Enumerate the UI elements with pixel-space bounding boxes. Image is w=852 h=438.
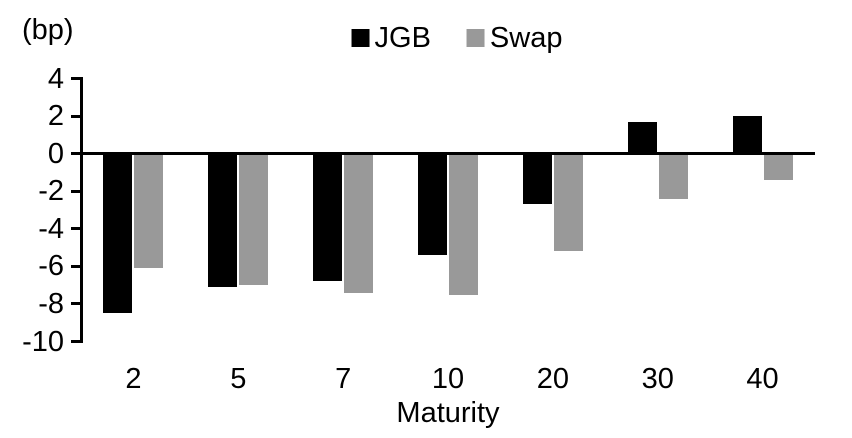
bar-jgb-10 bbox=[418, 153, 447, 256]
bar-jgb-2 bbox=[103, 153, 133, 314]
bar-swap-5 bbox=[239, 153, 269, 286]
x-axis-category-label: 5 bbox=[230, 363, 247, 395]
bar-swap-7 bbox=[344, 153, 374, 293]
y-axis-tick bbox=[71, 77, 81, 81]
y-axis-line bbox=[79, 77, 83, 343]
y-axis-unit-label: (bp) bbox=[22, 14, 74, 46]
legend-item-jgb: JGB bbox=[351, 21, 431, 55]
bar-swap-2 bbox=[134, 153, 164, 269]
legend-swatch-swap-icon bbox=[466, 29, 485, 47]
y-axis-tick bbox=[71, 340, 81, 343]
x-axis-category-label: 2 bbox=[125, 363, 142, 395]
y-axis-tick-label: -8 bbox=[38, 287, 64, 320]
x-axis-zero-line bbox=[81, 152, 815, 156]
y-axis-tick-label: 4 bbox=[47, 62, 64, 95]
chart-legend: JGB Swap bbox=[351, 21, 563, 55]
legend-swatch-jgb-icon bbox=[351, 29, 370, 47]
x-axis-title: Maturity bbox=[396, 397, 500, 429]
y-axis-tick bbox=[71, 114, 81, 118]
y-axis-tick-label: -10 bbox=[22, 325, 64, 358]
bar-jgb-7 bbox=[313, 153, 343, 282]
x-axis-category-label: 30 bbox=[641, 363, 674, 395]
x-axis-category-label: 20 bbox=[536, 363, 569, 395]
bar-swap-10 bbox=[449, 153, 478, 295]
legend-label-jgb: JGB bbox=[374, 22, 431, 54]
bar-swap-30 bbox=[658, 153, 688, 199]
bar-jgb-5 bbox=[208, 153, 238, 288]
bar-jgb-40 bbox=[732, 116, 762, 154]
x-axis-category-label: 7 bbox=[335, 363, 352, 395]
y-axis-tick bbox=[71, 189, 81, 193]
bar-jgb-30 bbox=[627, 121, 657, 154]
y-axis-tick bbox=[71, 264, 81, 268]
y-axis-tick-label: -6 bbox=[38, 250, 64, 283]
y-axis-tick-label: 2 bbox=[47, 100, 64, 133]
legend-label-swap: Swap bbox=[489, 22, 563, 54]
x-axis-category-label: 10 bbox=[431, 363, 465, 395]
bar-jgb-20 bbox=[522, 153, 552, 205]
y-axis-tick-label: 0 bbox=[47, 137, 64, 170]
bar-swap-20 bbox=[553, 153, 583, 252]
y-axis-tick bbox=[71, 227, 81, 231]
x-axis-category-label: 40 bbox=[746, 363, 779, 395]
y-axis-tick-label: -4 bbox=[38, 212, 64, 245]
legend-item-swap: Swap bbox=[466, 21, 563, 55]
y-axis-tick-label: -2 bbox=[38, 175, 64, 208]
y-axis-tick bbox=[71, 302, 81, 306]
bar-swap-40 bbox=[763, 153, 793, 180]
y-axis-tick bbox=[71, 152, 81, 156]
